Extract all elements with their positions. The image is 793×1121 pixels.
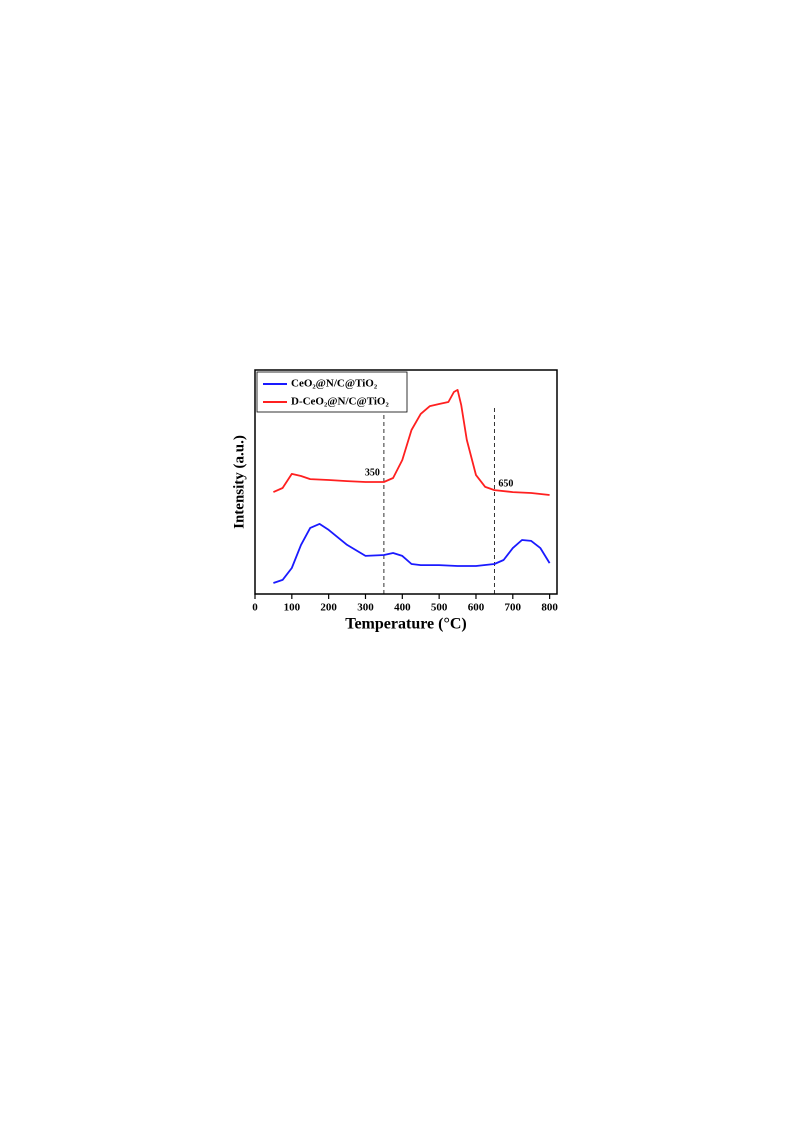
plot-frame bbox=[254, 369, 558, 595]
x-tick-label: 200 bbox=[320, 602, 337, 614]
x-tick-label: 0 bbox=[252, 602, 258, 614]
series-line bbox=[273, 389, 550, 496]
annotation: 350 bbox=[365, 467, 380, 478]
legend-label: D-CeO₂@N/C@TiO₂ bbox=[291, 396, 389, 408]
x-axis-label: Temperature (°C) bbox=[345, 616, 466, 633]
x-tick-label: 400 bbox=[394, 602, 411, 614]
series-line bbox=[273, 523, 551, 584]
annotation: 650 bbox=[498, 478, 513, 489]
x-tick-label: 300 bbox=[357, 602, 374, 614]
legend-label: CeO₂@N/C@TiO₂ bbox=[291, 378, 378, 390]
legend-box bbox=[256, 371, 408, 413]
x-tick-label: 100 bbox=[284, 602, 301, 614]
x-tick-label: 500 bbox=[431, 602, 448, 614]
y-axis-label: Intensity (a.u.) bbox=[231, 435, 247, 529]
x-tick-label: 600 bbox=[468, 602, 485, 614]
x-tick-label: 700 bbox=[505, 602, 522, 614]
x-tick-label: 800 bbox=[541, 602, 558, 614]
